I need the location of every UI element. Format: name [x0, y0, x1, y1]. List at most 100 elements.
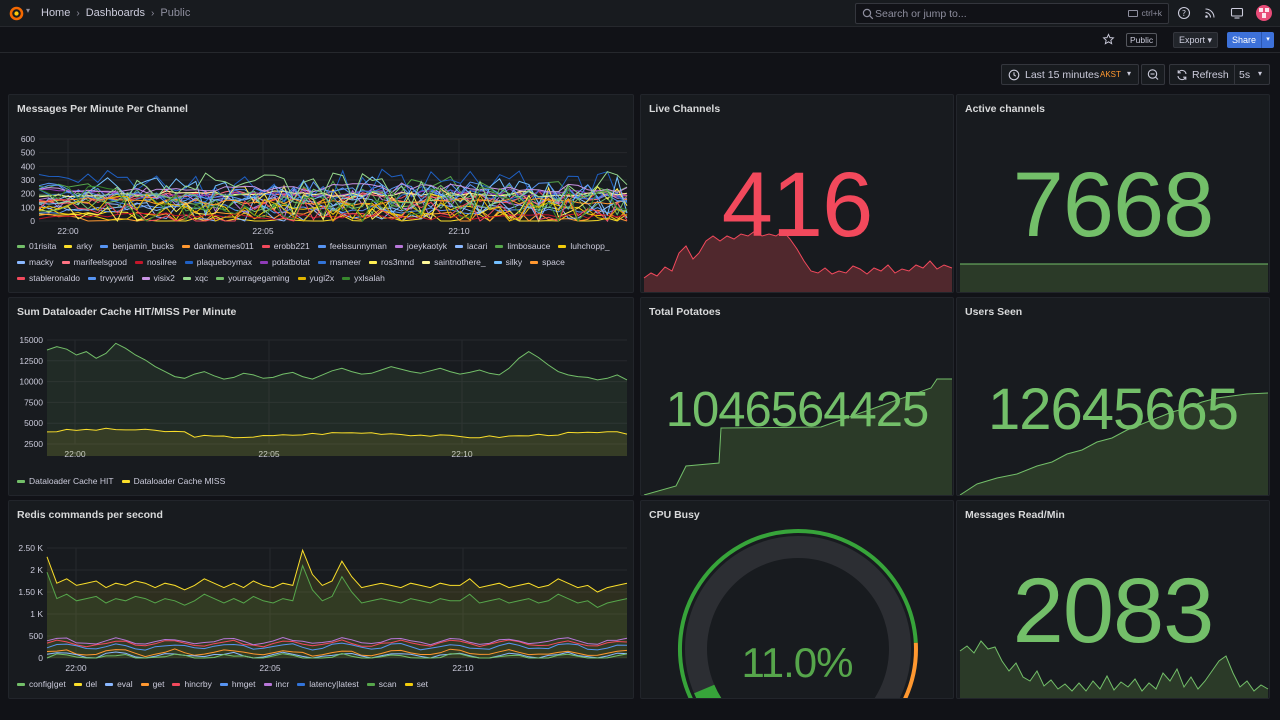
legend-swatch	[404, 682, 413, 686]
user-avatar[interactable]	[1256, 5, 1272, 21]
refresh-interval-select[interactable]: 5s	[1239, 69, 1251, 81]
legend-swatch	[219, 682, 228, 686]
search-icon	[862, 8, 874, 20]
refresh-label: Refresh	[1192, 69, 1229, 81]
legend-item[interactable]: visix2	[141, 272, 175, 284]
export-button[interactable]: Export ▾	[1173, 32, 1219, 48]
monitor-icon[interactable]	[1230, 6, 1244, 20]
legend-item[interactable]: saintnothere_	[422, 256, 486, 268]
legend-item[interactable]: dankmemes011	[181, 240, 254, 252]
legend-item[interactable]: yourragegaming	[216, 272, 290, 284]
legend-label: potatbotat	[272, 257, 310, 267]
time-range-picker[interactable]: Last 15 minutes AKST ▾	[1001, 64, 1139, 85]
legend-label: 01risita	[29, 241, 57, 251]
sparkline-chart	[959, 640, 1269, 698]
legend-label: visix2	[153, 273, 175, 283]
panel-title: Sum Dataloader Cache HIT/MISS Per Minute	[17, 306, 237, 318]
zoom-out-button[interactable]	[1141, 64, 1165, 85]
legend-item[interactable]: arky	[64, 240, 92, 252]
legend-swatch	[495, 244, 504, 248]
panel-redis-commands[interactable]: Redis commands per second 2.50 K 2 K 1.50 …	[8, 500, 634, 699]
legend-item[interactable]: macky	[17, 256, 54, 268]
legend-label: rnsmeer	[329, 257, 362, 267]
legend-item[interactable]: trvyywrld	[88, 272, 134, 284]
panel-messages-per-minute[interactable]: Messages Per Minute Per Channel 600 500 40…	[8, 94, 634, 293]
search-input[interactable]	[875, 6, 1105, 21]
x-tick-label: 22:00	[65, 663, 87, 673]
legend-item[interactable]: incr	[263, 678, 289, 690]
legend-item[interactable]: luhchopp_	[558, 240, 610, 252]
y-tick-label: 0	[38, 653, 43, 663]
panel-users-seen[interactable]: Users Seen 12645665	[956, 297, 1270, 496]
panel-messages-read[interactable]: Messages Read/Min 2083	[956, 500, 1270, 699]
panel-total-potatoes[interactable]: Total Potatoes 1046564425	[640, 297, 954, 496]
chevron-right-icon: ›	[151, 7, 155, 19]
series-line	[38, 193, 628, 223]
legend-item[interactable]: config|get	[17, 678, 66, 690]
series-line	[38, 184, 628, 223]
messages-timeseries-chart[interactable]: 600 500 400 300 200 100 0 22:00 22:05 22:10	[9, 95, 634, 240]
legend-swatch	[297, 276, 306, 280]
panel-dataloader-cache[interactable]: Sum Dataloader Cache HIT/MISS Per Minute…	[8, 297, 634, 496]
legend-label: feelssunnyman	[329, 241, 387, 251]
panel-cpu-busy[interactable]: CPU Busy 11.0%	[640, 500, 954, 699]
legend-item[interactable]: get	[140, 678, 164, 690]
legend-item[interactable]: latency|latest	[297, 678, 359, 690]
legend-item[interactable]: Dataloader Cache HIT	[17, 475, 114, 487]
share-dropdown-chevron-icon[interactable]: ▾	[1261, 32, 1274, 48]
legend-label: hincrby	[184, 679, 212, 689]
legend-swatch	[558, 244, 567, 248]
star-icon[interactable]	[1102, 33, 1115, 46]
legend-item[interactable]: space	[530, 256, 565, 268]
breadcrumb-dashboards[interactable]: Dashboards	[85, 7, 146, 19]
panel-active-channels[interactable]: Active channels 7668	[956, 94, 1270, 293]
help-icon[interactable]: ?	[1177, 6, 1191, 20]
breadcrumb-home[interactable]: Home	[41, 7, 71, 19]
legend-item[interactable]: Dataloader Cache MISS	[121, 475, 225, 487]
legend-item[interactable]: marifeelsgood	[61, 256, 127, 268]
legend-item[interactable]: lacari	[455, 240, 487, 252]
y-tick-label: 100	[21, 202, 35, 212]
legend-swatch	[17, 276, 25, 280]
legend-item[interactable]: erobb221	[261, 240, 310, 252]
grafana-logo-icon[interactable]	[8, 5, 25, 22]
legend-item[interactable]: feelssunnyman	[317, 240, 387, 252]
dataloader-timeseries-chart[interactable]: 15000 12500 10000 7500 5000 2500 22:00 22:05 22:…	[9, 298, 634, 476]
legend-item[interactable]: xqc	[182, 272, 208, 284]
legend-item[interactable]: hmget	[219, 678, 256, 690]
legend-item[interactable]: yxlsalah	[342, 272, 385, 284]
legend-swatch	[394, 244, 403, 248]
legend-item[interactable]: joeykaotyk	[394, 240, 447, 252]
legend-item[interactable]: stableronaldo	[17, 272, 80, 284]
legend-item[interactable]: plaqueboymax	[184, 256, 252, 268]
legend-item[interactable]: benjamin_bucks	[100, 240, 174, 252]
legend-label: set	[416, 679, 428, 689]
legend-swatch	[140, 682, 149, 686]
legend-swatch	[17, 244, 25, 248]
legend-item[interactable]: del	[73, 678, 97, 690]
redis-timeseries-chart[interactable]: 2.50 K 2 K 1.50 K 1 K 500 0 22:00 22:05 22:10	[9, 501, 634, 679]
legend-item[interactable]: scan	[366, 678, 397, 690]
chevron-down-icon[interactable]: ▾	[26, 6, 31, 15]
y-tick-label: 7500	[24, 397, 43, 407]
legend-item[interactable]: limbosauce	[495, 240, 550, 252]
sparkline-line	[959, 392, 1269, 495]
legend-item[interactable]: silky	[493, 256, 522, 268]
search-bar[interactable]: ctrl+k	[855, 3, 1169, 24]
legend-item[interactable]: nosilree	[134, 256, 177, 268]
stat-value: 416	[721, 154, 874, 256]
legend-item[interactable]: 01risita	[17, 240, 56, 252]
panel-live-channels[interactable]: Live Channels 416	[640, 94, 954, 293]
rss-news-icon[interactable]	[1203, 6, 1217, 20]
legend-item[interactable]: hincrby	[172, 678, 212, 690]
legend-item[interactable]: eval	[105, 678, 133, 690]
refresh-button[interactable]: Refresh 5s ▾	[1169, 64, 1270, 85]
legend-item[interactable]: potatbotat	[260, 256, 310, 268]
legend-item[interactable]: ros3mnd	[369, 256, 414, 268]
legend-item[interactable]: set	[404, 678, 428, 690]
share-button[interactable]: Share	[1227, 32, 1262, 48]
legend-item[interactable]: yugi2x	[297, 272, 334, 284]
public-badge: Public	[1126, 33, 1158, 47]
legend-label: trvyywrld	[100, 273, 134, 283]
legend-item[interactable]: rnsmeer	[317, 256, 362, 268]
